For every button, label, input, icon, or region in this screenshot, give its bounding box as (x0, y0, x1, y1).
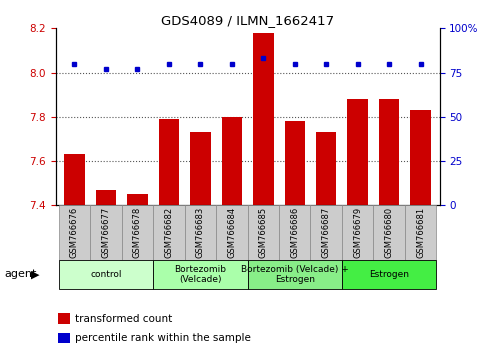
FancyBboxPatch shape (59, 205, 90, 260)
FancyBboxPatch shape (373, 205, 405, 260)
Text: GSM766678: GSM766678 (133, 207, 142, 258)
Text: control: control (90, 270, 122, 279)
Bar (411, 110, 431, 205)
Text: Bortezomib (Velcade) +
Estrogen: Bortezomib (Velcade) + Estrogen (241, 265, 349, 284)
Bar (127, 194, 148, 205)
Bar (64, 154, 85, 205)
Text: percentile rank within the sample: percentile rank within the sample (75, 333, 251, 343)
Text: GSM766685: GSM766685 (259, 207, 268, 258)
Bar (347, 99, 368, 205)
Bar (96, 190, 116, 205)
Text: GSM766684: GSM766684 (227, 207, 236, 258)
Text: Bortezomib
(Velcade): Bortezomib (Velcade) (174, 265, 227, 284)
Text: GSM766682: GSM766682 (164, 207, 173, 258)
Text: agent: agent (5, 269, 37, 279)
FancyBboxPatch shape (59, 260, 153, 289)
Bar (316, 132, 337, 205)
Text: GSM766687: GSM766687 (322, 207, 331, 258)
Bar (58, 333, 70, 343)
FancyBboxPatch shape (342, 205, 373, 260)
Title: GDS4089 / ILMN_1662417: GDS4089 / ILMN_1662417 (161, 14, 334, 27)
Text: GSM766677: GSM766677 (101, 207, 111, 258)
Bar (253, 33, 273, 205)
Bar (58, 313, 70, 324)
FancyBboxPatch shape (153, 205, 185, 260)
Text: GSM766681: GSM766681 (416, 207, 425, 258)
Bar (379, 99, 399, 205)
FancyBboxPatch shape (185, 205, 216, 260)
FancyBboxPatch shape (279, 205, 311, 260)
FancyBboxPatch shape (342, 260, 436, 289)
Text: Estrogen: Estrogen (369, 270, 409, 279)
FancyBboxPatch shape (405, 205, 436, 260)
FancyBboxPatch shape (153, 260, 248, 289)
Text: GSM766686: GSM766686 (290, 207, 299, 258)
FancyBboxPatch shape (311, 205, 342, 260)
Text: GSM766683: GSM766683 (196, 207, 205, 258)
Text: ▶: ▶ (31, 269, 40, 279)
Bar (158, 119, 179, 205)
Bar (190, 132, 211, 205)
Text: GSM766676: GSM766676 (70, 207, 79, 258)
Text: GSM766680: GSM766680 (384, 207, 394, 258)
FancyBboxPatch shape (248, 205, 279, 260)
Text: transformed count: transformed count (75, 314, 172, 324)
Bar (222, 117, 242, 205)
FancyBboxPatch shape (216, 205, 248, 260)
FancyBboxPatch shape (122, 205, 153, 260)
Bar (284, 121, 305, 205)
Text: GSM766679: GSM766679 (353, 207, 362, 258)
FancyBboxPatch shape (90, 205, 122, 260)
FancyBboxPatch shape (248, 260, 342, 289)
